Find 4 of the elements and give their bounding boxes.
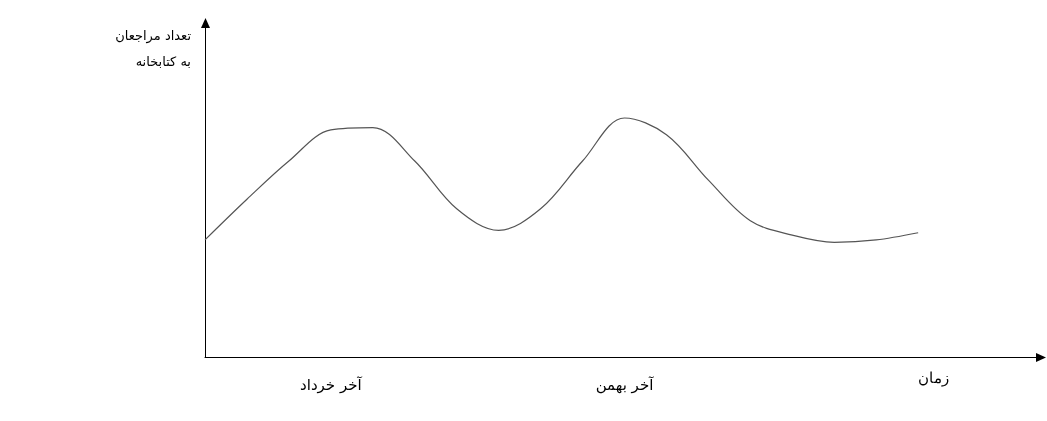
y-axis-title: تعداد مراجعان به کتابخانه (115, 27, 192, 69)
x-tick-label: آخر بهمن (595, 375, 655, 394)
x-axis-title: زمان (918, 369, 949, 387)
x-tick-label: آخر خرداد (300, 375, 363, 394)
